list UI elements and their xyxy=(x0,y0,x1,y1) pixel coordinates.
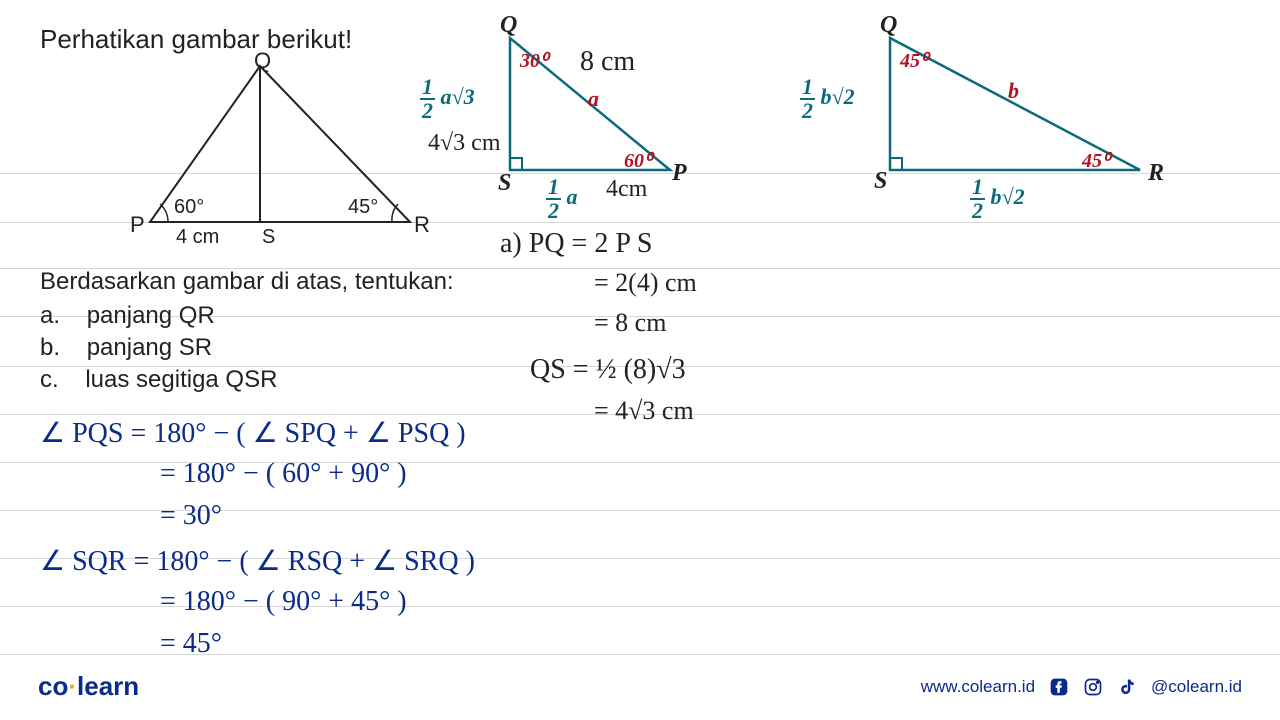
t30-s: S xyxy=(498,170,511,197)
pqs-3: = 30° xyxy=(160,500,222,532)
problem-intro: Berdasarkan gambar di atas, tentukan: xyxy=(40,268,454,296)
footer-handle: @colearn.id xyxy=(1151,677,1242,697)
t30-p: P xyxy=(672,160,687,187)
t30-left-hand: 4√3 cm xyxy=(428,130,501,157)
item-c: c. luas segitiga QSR xyxy=(40,366,277,394)
t45-r: R xyxy=(1148,160,1164,187)
pqs-2: = 180° − ( 60° + 90° ) xyxy=(160,458,407,490)
t45-hyp: b xyxy=(1008,78,1019,104)
triangle-45-45-90: Q S R 45⁰ 45⁰ b 12 b√2 12 b√2 xyxy=(850,20,1170,195)
t30-angle-q: 30⁰ xyxy=(520,48,548,73)
calc-a-2: = 2(4) cm xyxy=(594,268,697,298)
calc-a-1: a) PQ = 2 P S xyxy=(500,228,652,260)
vertex-r: R xyxy=(414,212,430,238)
pqs-1: ∠ PQS = 180° − ( ∠ SPQ + ∠ PSQ ) xyxy=(40,416,466,450)
t45-angle-q: 45⁰ xyxy=(900,48,928,73)
calc-a-3: = 8 cm xyxy=(594,308,666,338)
t30-angle-p: 60⁰ xyxy=(624,148,652,173)
t45-angle-r: 45⁰ xyxy=(1082,148,1110,173)
calc-a-4: QS = ½ (8)√3 xyxy=(530,354,686,386)
sqr-3: = 45° xyxy=(160,628,222,660)
t30-hyp-a: a xyxy=(588,86,599,112)
problem-header: Perhatikan gambar berikut! xyxy=(40,24,352,55)
t45-base-frac: 12 b√2 xyxy=(970,176,1025,222)
item-b: b. panjang SR xyxy=(40,334,212,362)
t45-q: Q xyxy=(880,12,897,39)
t30-base-frac: 12 a xyxy=(546,176,578,222)
sqr-1: ∠ SQR = 180° − ( ∠ RSQ + ∠ SRQ ) xyxy=(40,544,475,578)
vertex-s: S xyxy=(262,226,275,249)
t30-left-frac: 12 a√3 xyxy=(420,76,475,122)
tiktok-icon[interactable] xyxy=(1117,677,1137,697)
ps-length: 4 cm xyxy=(176,226,219,249)
instagram-icon[interactable] xyxy=(1083,677,1103,697)
calc-a-5: = 4√3 cm xyxy=(594,396,694,426)
vertex-p: P xyxy=(130,212,145,238)
t45-left-frac: 12 b√2 xyxy=(800,76,855,122)
item-a: a. panjang QR xyxy=(40,302,215,330)
footer-url[interactable]: www.colearn.id xyxy=(921,677,1035,697)
angle-p: 60° xyxy=(174,196,204,219)
footer: co·learn www.colearn.id @colearn.id xyxy=(0,671,1280,702)
main-triangle: Q P R 60° 45° 4 cm S xyxy=(130,54,430,259)
facebook-icon[interactable] xyxy=(1049,677,1069,697)
angle-r: 45° xyxy=(348,196,378,219)
t30-base-hand: 4cm xyxy=(606,176,647,203)
sqr-2: = 180° − ( 90° + 45° ) xyxy=(160,586,407,618)
t30-hyp-hand: 8 cm xyxy=(580,46,635,78)
t45-s: S xyxy=(874,168,887,195)
triangle-30-60-90: Q S P 30⁰ 60⁰ 8 cm a 12 a√3 4√3 cm 12 a … xyxy=(470,20,730,195)
vertex-q: Q xyxy=(254,48,271,74)
t30-q: Q xyxy=(500,12,517,39)
logo: co·learn xyxy=(38,671,139,702)
